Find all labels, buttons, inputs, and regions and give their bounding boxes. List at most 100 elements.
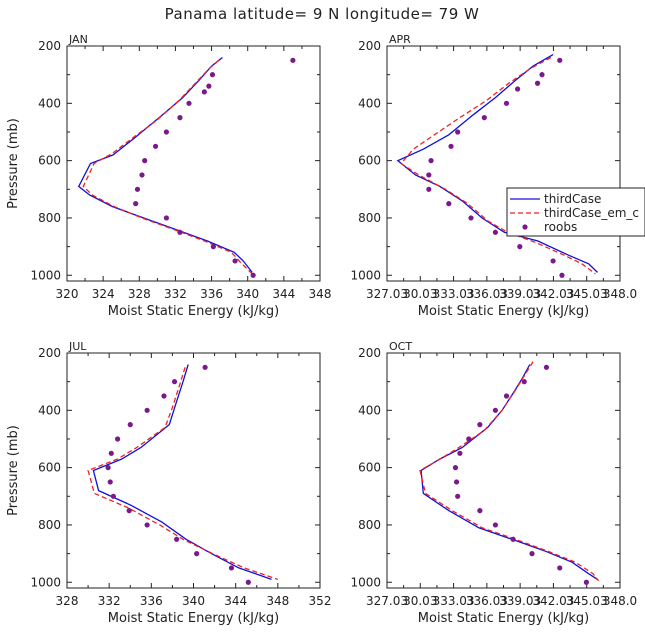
series-line-thirdcase-em [400,56,596,275]
roobs-point [557,57,563,63]
roobs-point [550,258,556,264]
panel-oct: OCT327.0330.03333.03336.03339.03342.0334… [350,340,637,626]
y-tick-label: 800 [38,518,61,532]
x-tick-label: 320 [56,287,79,301]
roobs-point [133,201,139,207]
roobs-point [107,479,113,485]
x-tick-label: 340 [182,594,205,608]
x-tick-label: 324 [92,287,115,301]
roobs-point [428,158,434,164]
panel-title: JUL [68,340,87,353]
panel-jan: JAN 320 324 328 332 336 340 344 348 200 400 600 800 1… [6,33,331,319]
roobs-point [126,508,132,514]
roobs-point [210,244,216,250]
roobs-point [202,364,208,370]
roobs-point [453,479,460,485]
roobs-point [201,89,207,95]
roobs-point [448,143,454,149]
roobs-point [108,450,114,456]
roobs-point [232,258,238,264]
x-tick-label: 344 [224,594,247,608]
series-line-thirdcase-em [82,59,253,275]
roobs-point [503,393,510,399]
roobs-point [543,364,550,370]
roobs-point [492,522,499,528]
x-tick-label: 348.0 [603,594,637,608]
roobs-point [228,565,235,571]
roobs-point [455,129,461,135]
x-tick-label: 352 [309,594,332,608]
y-tick-label: 1000 [30,268,61,282]
roobs-point [177,115,183,121]
legend-label: roobs [544,220,577,234]
roobs-point [177,229,183,235]
legend-box [506,187,645,237]
x-tick-label: 339.03 [499,594,541,608]
x-axis-label: Moist Static Energy (kJ/kg) [108,304,279,319]
series-line-thirdcase [77,56,253,273]
series-line-thirdcase [92,364,272,581]
x-tick-label: 333.03 [433,287,475,301]
x-tick-label: 328 [128,287,151,301]
y-tick-label: 800 [38,211,61,225]
legend-label: thirdCase [544,192,601,206]
roobs-point [186,100,192,106]
x-axis-label: Moist Static Energy (kJ/kg) [418,304,589,319]
roobs-point [174,536,180,542]
roobs-point [534,80,541,86]
roobs-point [510,536,516,542]
plot-frame [66,352,321,589]
roobs-point [455,493,461,499]
x-tick-label: 333.03 [433,594,475,608]
panel-title: APR [389,33,411,46]
x-tick-label: 340 [236,287,259,301]
y-tick-label: 400 [38,96,61,110]
y-tick-label: 600 [38,461,61,475]
x-tick-label: 336 [200,287,223,301]
roobs-point [161,393,167,399]
roobs-point [163,129,169,135]
roobs-point [492,407,499,413]
x-tick-label: 327.03 [366,287,408,301]
roobs-point [245,579,251,585]
x-tick-label: 332 [164,287,187,301]
roobs-point [477,508,483,514]
roobs-point [426,186,432,192]
roobs-point [583,579,589,585]
roobs-point [105,465,111,471]
y-tick-label: 600 [358,154,381,168]
roobs-point [127,422,133,428]
roobs-point [142,158,148,164]
roobs-point [110,493,116,499]
x-tick-label: 336.03 [466,287,508,301]
x-tick-label: 328 [56,594,79,608]
roobs-point [539,72,545,78]
x-tick-label: 332 [98,594,121,608]
y-tick-label: 1000 [350,268,381,282]
x-tick-label: 30.03 [403,594,437,608]
y-tick-label: 800 [358,211,381,225]
y-tick-label: 200 [358,39,381,53]
roobs-point [559,272,565,278]
roobs-point [457,450,463,456]
roobs-point [503,100,510,106]
roobs-point [468,215,474,221]
roobs-point [139,172,145,178]
x-tick-label: 30.03 [403,287,437,301]
x-tick-label: 348 [266,594,289,608]
series-line-thirdcase [420,364,598,580]
roobs-point [250,272,256,278]
roobs-point [115,436,121,442]
panel-jul: JUL 328 332 336 340 344 348 352 200 400 600 800 1000… [6,340,331,626]
y-tick-label: 800 [358,518,381,532]
y-tick-label: 400 [38,403,61,417]
panel-apr: APR327.0330.03333.03336.03339.03342.0334… [350,33,645,319]
x-axis-label: Moist Static Energy (kJ/kg) [418,611,589,626]
series-line-thirdcase-em [87,367,279,581]
roobs-point [134,186,141,192]
series-line-thirdcase-em [419,361,600,582]
x-tick-label: 342.03 [532,594,574,608]
x-tick-label: 345.03 [566,594,608,608]
roobs-point [529,551,535,557]
